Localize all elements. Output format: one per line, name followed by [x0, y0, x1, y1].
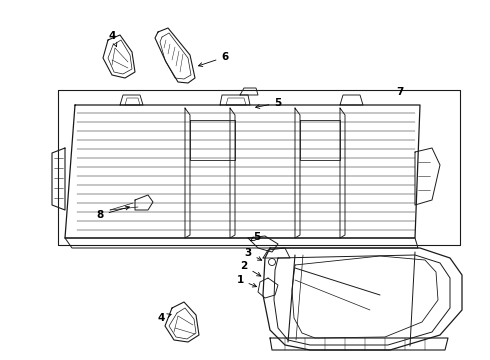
- Text: 4: 4: [157, 313, 171, 323]
- Text: 5: 5: [256, 98, 282, 108]
- Text: 6: 6: [198, 52, 229, 67]
- Text: 8: 8: [97, 206, 129, 220]
- Text: 4: 4: [108, 31, 117, 47]
- Text: 1: 1: [236, 275, 257, 287]
- Text: 2: 2: [241, 261, 261, 276]
- Text: 5: 5: [250, 232, 261, 242]
- Text: 3: 3: [245, 248, 262, 260]
- Text: 7: 7: [396, 87, 404, 97]
